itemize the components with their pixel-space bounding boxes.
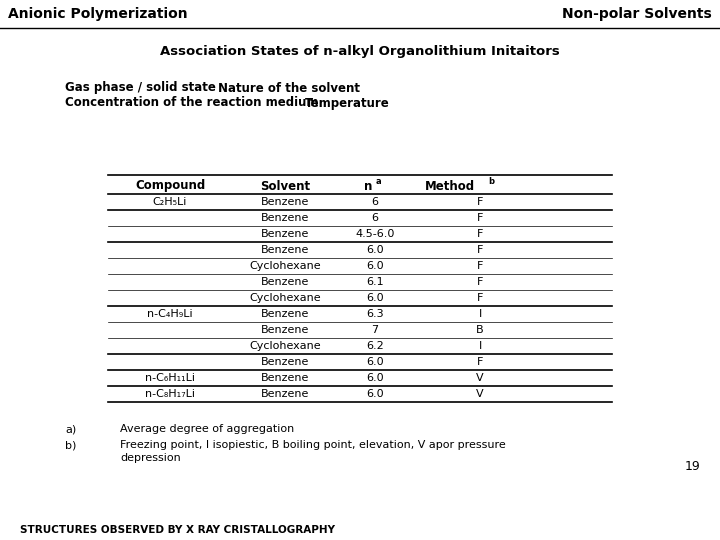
Text: Benzene: Benzene: [261, 389, 309, 399]
Text: Benzene: Benzene: [261, 277, 309, 287]
Text: Freezing point, I isopiestic, B boiling point, elevation, V apor pressure: Freezing point, I isopiestic, B boiling …: [120, 440, 505, 450]
Text: n: n: [364, 179, 372, 192]
Text: 6.0: 6.0: [366, 373, 384, 383]
Text: 6.0: 6.0: [366, 245, 384, 255]
Text: Benzene: Benzene: [261, 325, 309, 335]
Text: V: V: [476, 373, 484, 383]
Text: Temperature: Temperature: [305, 97, 390, 110]
Text: 6.0: 6.0: [366, 389, 384, 399]
Text: 6: 6: [372, 213, 379, 223]
Text: b): b): [65, 440, 76, 450]
Text: F: F: [477, 245, 483, 255]
Text: n-C₆H₁₁Li: n-C₆H₁₁Li: [145, 373, 195, 383]
Text: 6: 6: [372, 197, 379, 207]
Text: 6.0: 6.0: [366, 293, 384, 303]
Text: F: F: [477, 293, 483, 303]
Text: b: b: [488, 178, 494, 186]
Text: n-C₄H₉Li: n-C₄H₉Li: [147, 309, 193, 319]
Text: Benzene: Benzene: [261, 373, 309, 383]
Text: 7: 7: [372, 325, 379, 335]
Text: n-C₈H₁₇Li: n-C₈H₁₇Li: [145, 389, 195, 399]
Text: 6.2: 6.2: [366, 341, 384, 351]
Text: F: F: [477, 197, 483, 207]
Text: 4.5-6.0: 4.5-6.0: [355, 229, 395, 239]
Text: I: I: [478, 309, 482, 319]
Text: 6.1: 6.1: [366, 277, 384, 287]
Text: Non-polar Solvents: Non-polar Solvents: [562, 7, 712, 21]
Text: 6.3: 6.3: [366, 309, 384, 319]
Text: 6.0: 6.0: [366, 261, 384, 271]
Bar: [0, 0, 720, 28]
Text: Anionic Polymerization: Anionic Polymerization: [8, 7, 188, 21]
Text: F: F: [477, 229, 483, 239]
Text: a: a: [376, 178, 382, 186]
Text: Solvent: Solvent: [260, 179, 310, 192]
Text: C₂H₅Li: C₂H₅Li: [153, 197, 187, 207]
Text: Benzene: Benzene: [261, 245, 309, 255]
Text: F: F: [477, 213, 483, 223]
Text: Method: Method: [425, 179, 475, 192]
Text: Gas phase / solid state: Gas phase / solid state: [65, 82, 216, 94]
Text: I: I: [478, 341, 482, 351]
Text: depression: depression: [120, 453, 181, 463]
Text: Cyclohexane: Cyclohexane: [249, 293, 321, 303]
Text: Benzene: Benzene: [261, 197, 309, 207]
Text: Nature of the solvent: Nature of the solvent: [218, 82, 360, 94]
Text: Cyclohexane: Cyclohexane: [249, 341, 321, 351]
Text: F: F: [477, 261, 483, 271]
Text: F: F: [477, 357, 483, 367]
Text: Average degree of aggregation: Average degree of aggregation: [120, 424, 294, 434]
Text: F: F: [477, 277, 483, 287]
Text: Benzene: Benzene: [261, 357, 309, 367]
Text: Benzene: Benzene: [261, 213, 309, 223]
Text: Benzene: Benzene: [261, 309, 309, 319]
Text: Concentration of the reaction medium: Concentration of the reaction medium: [65, 97, 318, 110]
Text: a): a): [65, 424, 76, 434]
Text: Cyclohexane: Cyclohexane: [249, 261, 321, 271]
Text: STRUCTURES OBSERVED BY X RAY CRISTALLOGRAPHY: STRUCTURES OBSERVED BY X RAY CRISTALLOGR…: [20, 525, 335, 535]
Text: Association States of n-alkyl Organolithium Initaitors: Association States of n-alkyl Organolith…: [160, 45, 560, 58]
Text: B: B: [476, 325, 484, 335]
Text: Benzene: Benzene: [261, 229, 309, 239]
Text: 19: 19: [684, 460, 700, 473]
Text: 6.0: 6.0: [366, 357, 384, 367]
Text: V: V: [476, 389, 484, 399]
Text: Compound: Compound: [135, 179, 205, 192]
